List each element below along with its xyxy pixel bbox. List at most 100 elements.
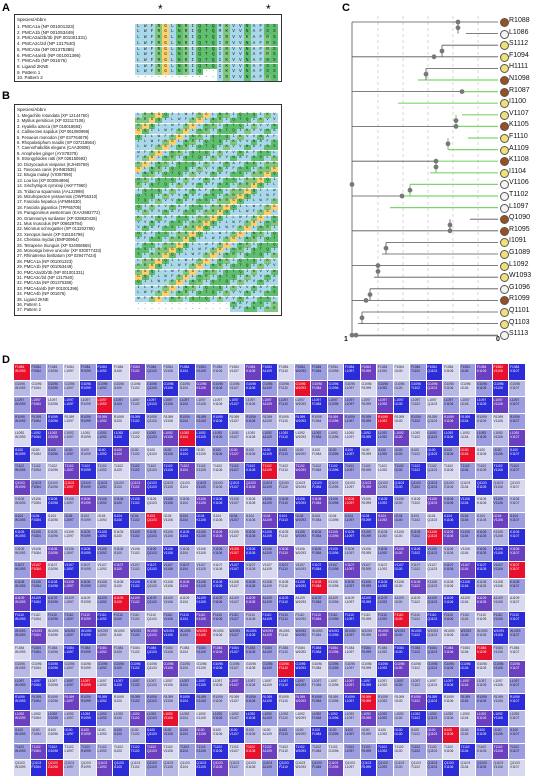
residue-cell: S — [216, 188, 224, 194]
matrix-cell: L1092 V1106 — [162, 430, 179, 447]
residue-cell: - — [216, 301, 224, 308]
matrix-cell: L1092 V1106 — [162, 710, 179, 727]
sequence-label: 17. Fasciola hepatica (AFM94630) — [17, 199, 82, 205]
matrix-cell: F1110 Q1103 — [426, 611, 443, 628]
residue-cell: Q — [135, 193, 142, 200]
residue-cell: Q — [236, 112, 244, 119]
residue-cell: Q — [141, 199, 149, 205]
residue-cell: Q — [196, 57, 203, 64]
matrix-cell: I1100 R1099 — [360, 727, 377, 744]
matrix-cell: L1097 V1107 — [228, 397, 245, 414]
residue-cell: K — [257, 118, 265, 124]
residue-cell: K — [216, 150, 224, 156]
residue-cell: L — [216, 253, 224, 259]
matrix-cell: F1084 L1097 — [63, 644, 80, 661]
residue-cell: F — [257, 63, 265, 70]
residue-cell: N — [175, 145, 183, 151]
residue-cell: Q — [257, 242, 265, 248]
residue-cell: L — [135, 63, 142, 70]
residue-cell: F — [182, 204, 190, 210]
matrix-cell: Q1103 G1096 — [327, 479, 344, 496]
leaf-marker — [500, 331, 509, 341]
matrix-cell: G1096 V1106 — [162, 380, 179, 397]
matrix-cell: F1110 V1107 — [228, 611, 245, 628]
matrix-cell: G1096 K1108 — [245, 661, 262, 678]
residue-cell: - — [141, 75, 149, 81]
residue-cell: R — [182, 69, 190, 75]
matrix-row: L1097 W1093 L1097 F1084 L1097 G1096 L1097 L… — [14, 677, 526, 694]
matrix-cell: Q1103 I1100 — [113, 479, 130, 496]
matrix-cell: L1097 T1102 — [129, 677, 146, 694]
leaf-label: G1089 — [509, 249, 531, 256]
tree-node — [349, 182, 355, 187]
residue-cell: R — [236, 226, 244, 232]
residue-cell: S — [209, 193, 217, 200]
residue-cell: L — [155, 156, 163, 162]
matrix-cell: F1110 T1102 — [410, 611, 427, 628]
matrix-cell: T1102 Q1103 — [146, 463, 163, 480]
residue-cell: A — [250, 52, 258, 58]
residue-cell: R — [230, 253, 237, 259]
leaf-marker — [500, 134, 509, 143]
matrix-cell: F1084 L1092 — [96, 644, 113, 661]
matrix-cell: F1084 G1096 — [327, 364, 344, 381]
residue-cell: Q — [202, 139, 210, 146]
tree-node — [423, 71, 429, 77]
residue-cell: A — [141, 231, 149, 237]
residue-cell: G — [250, 220, 258, 227]
residue-cell: K — [257, 264, 265, 270]
matrix-cell: L1092 V1106 — [492, 710, 509, 727]
matrix-cell: F1110 L1092 — [96, 611, 113, 628]
residue-cell: A — [148, 226, 156, 232]
matrix-cell: G1096 I1104 — [179, 380, 196, 397]
residue-cell: I — [209, 226, 217, 232]
matrix-cell: A1109 G1096 — [47, 595, 64, 612]
matrix-cell: K1105 G1096 — [47, 529, 64, 546]
residue-cell: T — [209, 285, 217, 291]
residue-cell: T — [216, 134, 224, 140]
matrix-cell: K1105 I1104 — [179, 529, 196, 546]
sequence-label: 35. Ligand 2KNE — [17, 296, 49, 302]
residue-cell: L — [189, 129, 197, 135]
residue-cell: S — [270, 145, 278, 151]
matrix-cell: K1105 Q1103 — [426, 529, 443, 546]
matrix-cell: F1110 Q1103 — [146, 611, 163, 628]
residue-cell: R — [182, 29, 190, 35]
matrix-cell: F1084 I1100 — [113, 644, 130, 661]
matrix-cell: V1106 F1084 — [30, 496, 47, 513]
residue-cell: V — [230, 23, 237, 30]
residue-cell: I — [155, 193, 163, 200]
residue-cell: V — [230, 29, 237, 35]
matrix-cell: L1097 V1106 — [212, 397, 229, 414]
residue-cell: M — [216, 29, 224, 35]
matrix-cell: V1106 L1097 — [344, 496, 361, 513]
matrix-cell: I1100 I1100 — [113, 446, 130, 463]
matrix-cell: R1099 R1099 — [80, 413, 97, 430]
residue-cell: L — [168, 23, 176, 30]
residue-cell: K — [264, 112, 271, 119]
residue-cell: R — [264, 204, 271, 210]
residue-cell: I — [264, 183, 271, 189]
matrix-cell: V1106 A1109 — [261, 545, 278, 562]
residue-cell: S — [236, 172, 244, 178]
matrix-row: V1106 W1093 V1106 F1084 V1106 G1096 V1106 L… — [14, 496, 526, 513]
residue-cell: I — [155, 269, 163, 275]
residue-cell: I — [223, 215, 231, 221]
matrix-cell: Q1103 I1104 — [179, 479, 196, 496]
matrix-cell: G1096 W1093 — [14, 380, 31, 397]
matrix-cell: G1096 K1108 — [245, 380, 262, 397]
residue-cell: S — [155, 231, 163, 237]
residue-cell: S — [141, 242, 149, 248]
residue-cell: V — [216, 161, 224, 167]
sequence-label: 2. Mytilus persiticus (XP 022117106) — [17, 118, 85, 124]
residue-cell: I — [141, 183, 149, 189]
matrix-cell: L1092 L1092 — [377, 430, 394, 447]
alignment-row: 15. Tridacna squamosa (AAL22998) I Q T Q I K V V… — [15, 188, 278, 195]
residue-cell: I — [230, 280, 237, 286]
matrix-cell: I1104 A1109 — [261, 512, 278, 529]
residue-cell: R — [243, 242, 251, 248]
matrix-cell: R1099 I1100 — [393, 694, 410, 711]
residue-cell: I — [135, 188, 142, 194]
